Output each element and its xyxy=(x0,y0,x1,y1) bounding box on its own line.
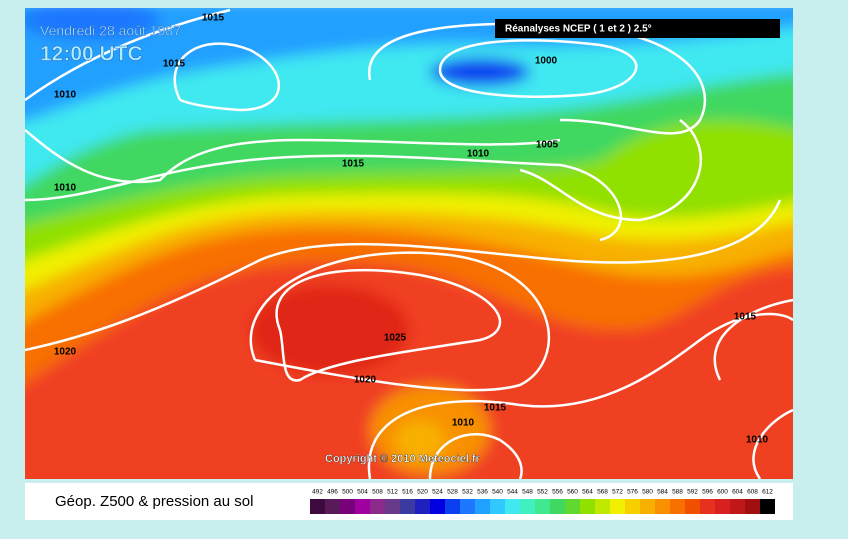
scale-label: 596 xyxy=(702,489,713,496)
isobar-label: 1015 xyxy=(342,159,365,170)
scale-swatch xyxy=(460,499,475,514)
scale-label: 496 xyxy=(327,489,338,496)
scale-label: 552 xyxy=(537,489,548,496)
color-scale: 492 496 500 504 508 512 516 520 524 528 532 536 540 5… xyxy=(310,489,775,514)
copyright: Copyright © 2010 Meteociel.fr xyxy=(325,453,481,465)
footer-title: Géop. Z500 & pression au sol xyxy=(55,493,253,510)
scale-swatch xyxy=(475,499,490,514)
scale-swatch xyxy=(670,499,685,514)
scale-label: 540 xyxy=(492,489,503,496)
scale-label: 600 xyxy=(717,489,728,496)
scale-label: 492 xyxy=(312,489,323,496)
scale-swatch xyxy=(760,499,775,514)
isobar-label: 1020 xyxy=(54,347,77,358)
isobar-labels: 1015 1015 1010 1010 1000 1015 1010 1005 1020 1025… xyxy=(54,13,769,446)
scale-label: 564 xyxy=(582,489,593,496)
scale-label: 548 xyxy=(522,489,533,496)
scale-swatch xyxy=(700,499,715,514)
source-banner xyxy=(495,19,780,38)
scale-swatch xyxy=(370,499,385,514)
scale-swatch xyxy=(520,499,535,514)
scale-label: 528 xyxy=(447,489,458,496)
map-date: Vendredi 28 août 1987 xyxy=(40,23,181,39)
scale-swatch xyxy=(640,499,655,514)
scale-label: 592 xyxy=(687,489,698,496)
scale-swatch xyxy=(685,499,700,514)
scale-label: 532 xyxy=(462,489,473,496)
map-time: 12:00 UTC xyxy=(40,43,143,66)
scale-label: 604 xyxy=(732,489,743,496)
scale-swatch xyxy=(715,499,730,514)
scale-swatch xyxy=(415,499,430,514)
scale-swatch xyxy=(655,499,670,514)
isobar-label: 1020 xyxy=(354,375,377,386)
isobar-label: 1015 xyxy=(202,13,225,24)
scale-swatch xyxy=(385,499,400,514)
source-label: Réanalyses NCEP ( 1 et 2 ) 2.5° xyxy=(505,24,652,35)
scale-label: 588 xyxy=(672,489,683,496)
scale-swatch xyxy=(565,499,580,514)
isobar-label: 1015 xyxy=(734,312,757,323)
scale-swatch xyxy=(595,499,610,514)
scale-label: 584 xyxy=(657,489,668,496)
scale-swatch xyxy=(580,499,595,514)
scale-label: 504 xyxy=(357,489,368,496)
scale-label: 508 xyxy=(372,489,383,496)
isobar-label: 1010 xyxy=(54,183,77,194)
scale-label: 612 xyxy=(762,489,773,496)
scale-swatch xyxy=(310,499,325,514)
scale-swatch xyxy=(505,499,520,514)
isobar-label: 1025 xyxy=(384,333,407,344)
scale-label: 516 xyxy=(402,489,413,496)
scale-swatch xyxy=(445,499,460,514)
scale-swatch xyxy=(325,499,340,514)
scale-label: 608 xyxy=(747,489,758,496)
scale-label: 512 xyxy=(387,489,398,496)
scale-label: 580 xyxy=(642,489,653,496)
scale-swatch xyxy=(745,499,760,514)
scale-swatch xyxy=(535,499,550,514)
scale-swatch xyxy=(490,499,505,514)
scale-label: 520 xyxy=(417,489,428,496)
isobar-label: 1015 xyxy=(163,59,186,70)
isobar-label: 1010 xyxy=(54,90,77,101)
scale-label: 500 xyxy=(342,489,353,496)
isobar-label: 1010 xyxy=(746,435,769,446)
scale-swatch xyxy=(400,499,415,514)
scale-swatch xyxy=(610,499,625,514)
isobar-label: 1015 xyxy=(484,403,507,414)
scale-label: 524 xyxy=(432,489,443,496)
scale-label: 576 xyxy=(627,489,638,496)
scale-label: 536 xyxy=(477,489,488,496)
isobars xyxy=(25,8,793,479)
scale-swatch xyxy=(355,499,370,514)
scale-label: 572 xyxy=(612,489,623,496)
isobar-label: 1010 xyxy=(452,418,475,429)
scale-label: 560 xyxy=(567,489,578,496)
scale-label: 568 xyxy=(597,489,608,496)
scale-swatch xyxy=(625,499,640,514)
isobar-label: 1010 xyxy=(467,149,490,160)
isobar-label: 1000 xyxy=(535,56,558,67)
scale-swatch xyxy=(550,499,565,514)
scale-label: 556 xyxy=(552,489,563,496)
scale-swatch xyxy=(340,499,355,514)
scale-swatch xyxy=(430,499,445,514)
isobar-label: 1005 xyxy=(536,140,559,151)
scale-label: 544 xyxy=(507,489,518,496)
scale-swatch xyxy=(730,499,745,514)
